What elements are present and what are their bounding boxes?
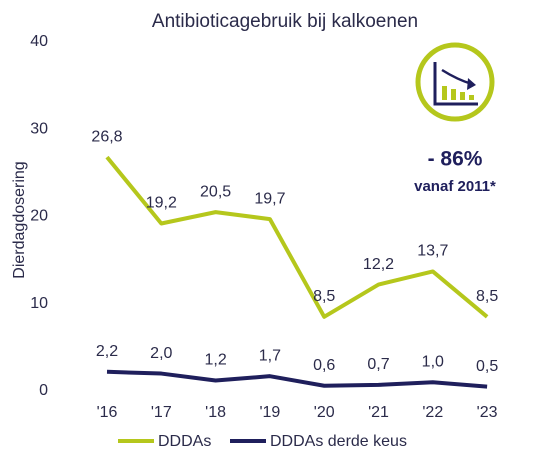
data-label: 1,7 <box>259 347 281 364</box>
x-tick-label: '16 <box>97 404 118 421</box>
x-tick-label: '23 <box>477 404 498 421</box>
y-tick-label: 30 <box>30 120 48 137</box>
x-tick-label: '20 <box>314 404 335 421</box>
data-label: 26,8 <box>91 128 122 145</box>
y-tick-label: 40 <box>30 33 48 50</box>
y-tick-label: 10 <box>30 295 48 312</box>
data-label: 0,6 <box>313 357 335 374</box>
annotation: - 86% <box>428 148 483 171</box>
data-label: 2,2 <box>96 343 118 360</box>
annotation: vanaf 2011* <box>414 178 496 195</box>
x-tick-label: '18 <box>205 404 226 421</box>
y-axis-label: Dierdagdosering <box>11 161 28 278</box>
data-label: 1,0 <box>422 353 444 370</box>
series-line <box>106 369 488 389</box>
data-label: 8,5 <box>313 288 335 305</box>
legend-label: DDDAs derde keus <box>270 433 407 450</box>
data-label: 19,2 <box>146 195 177 212</box>
data-label: 1,2 <box>204 352 226 369</box>
x-tick-label: '22 <box>422 404 443 421</box>
chart-title: Antibioticagebruik bij kalkoenen <box>152 11 418 32</box>
data-label: 19,7 <box>254 190 285 207</box>
data-label: 13,7 <box>417 243 448 260</box>
data-label: 0,5 <box>476 358 498 375</box>
y-tick-label: 0 <box>39 382 48 399</box>
data-label: 20,5 <box>200 183 231 200</box>
x-tick-label: '21 <box>368 404 389 421</box>
x-tick-label: '19 <box>259 404 280 421</box>
legend-label: DDDAs <box>158 433 211 450</box>
x-tick-label: '17 <box>151 404 172 421</box>
data-label: 8,5 <box>476 288 498 305</box>
data-label: 0,7 <box>367 356 389 373</box>
data-label: 12,2 <box>363 256 394 273</box>
reduction-icon <box>415 42 495 122</box>
y-tick-label: 20 <box>30 208 48 225</box>
series-line <box>105 155 489 319</box>
data-label: 2,0 <box>150 345 172 362</box>
